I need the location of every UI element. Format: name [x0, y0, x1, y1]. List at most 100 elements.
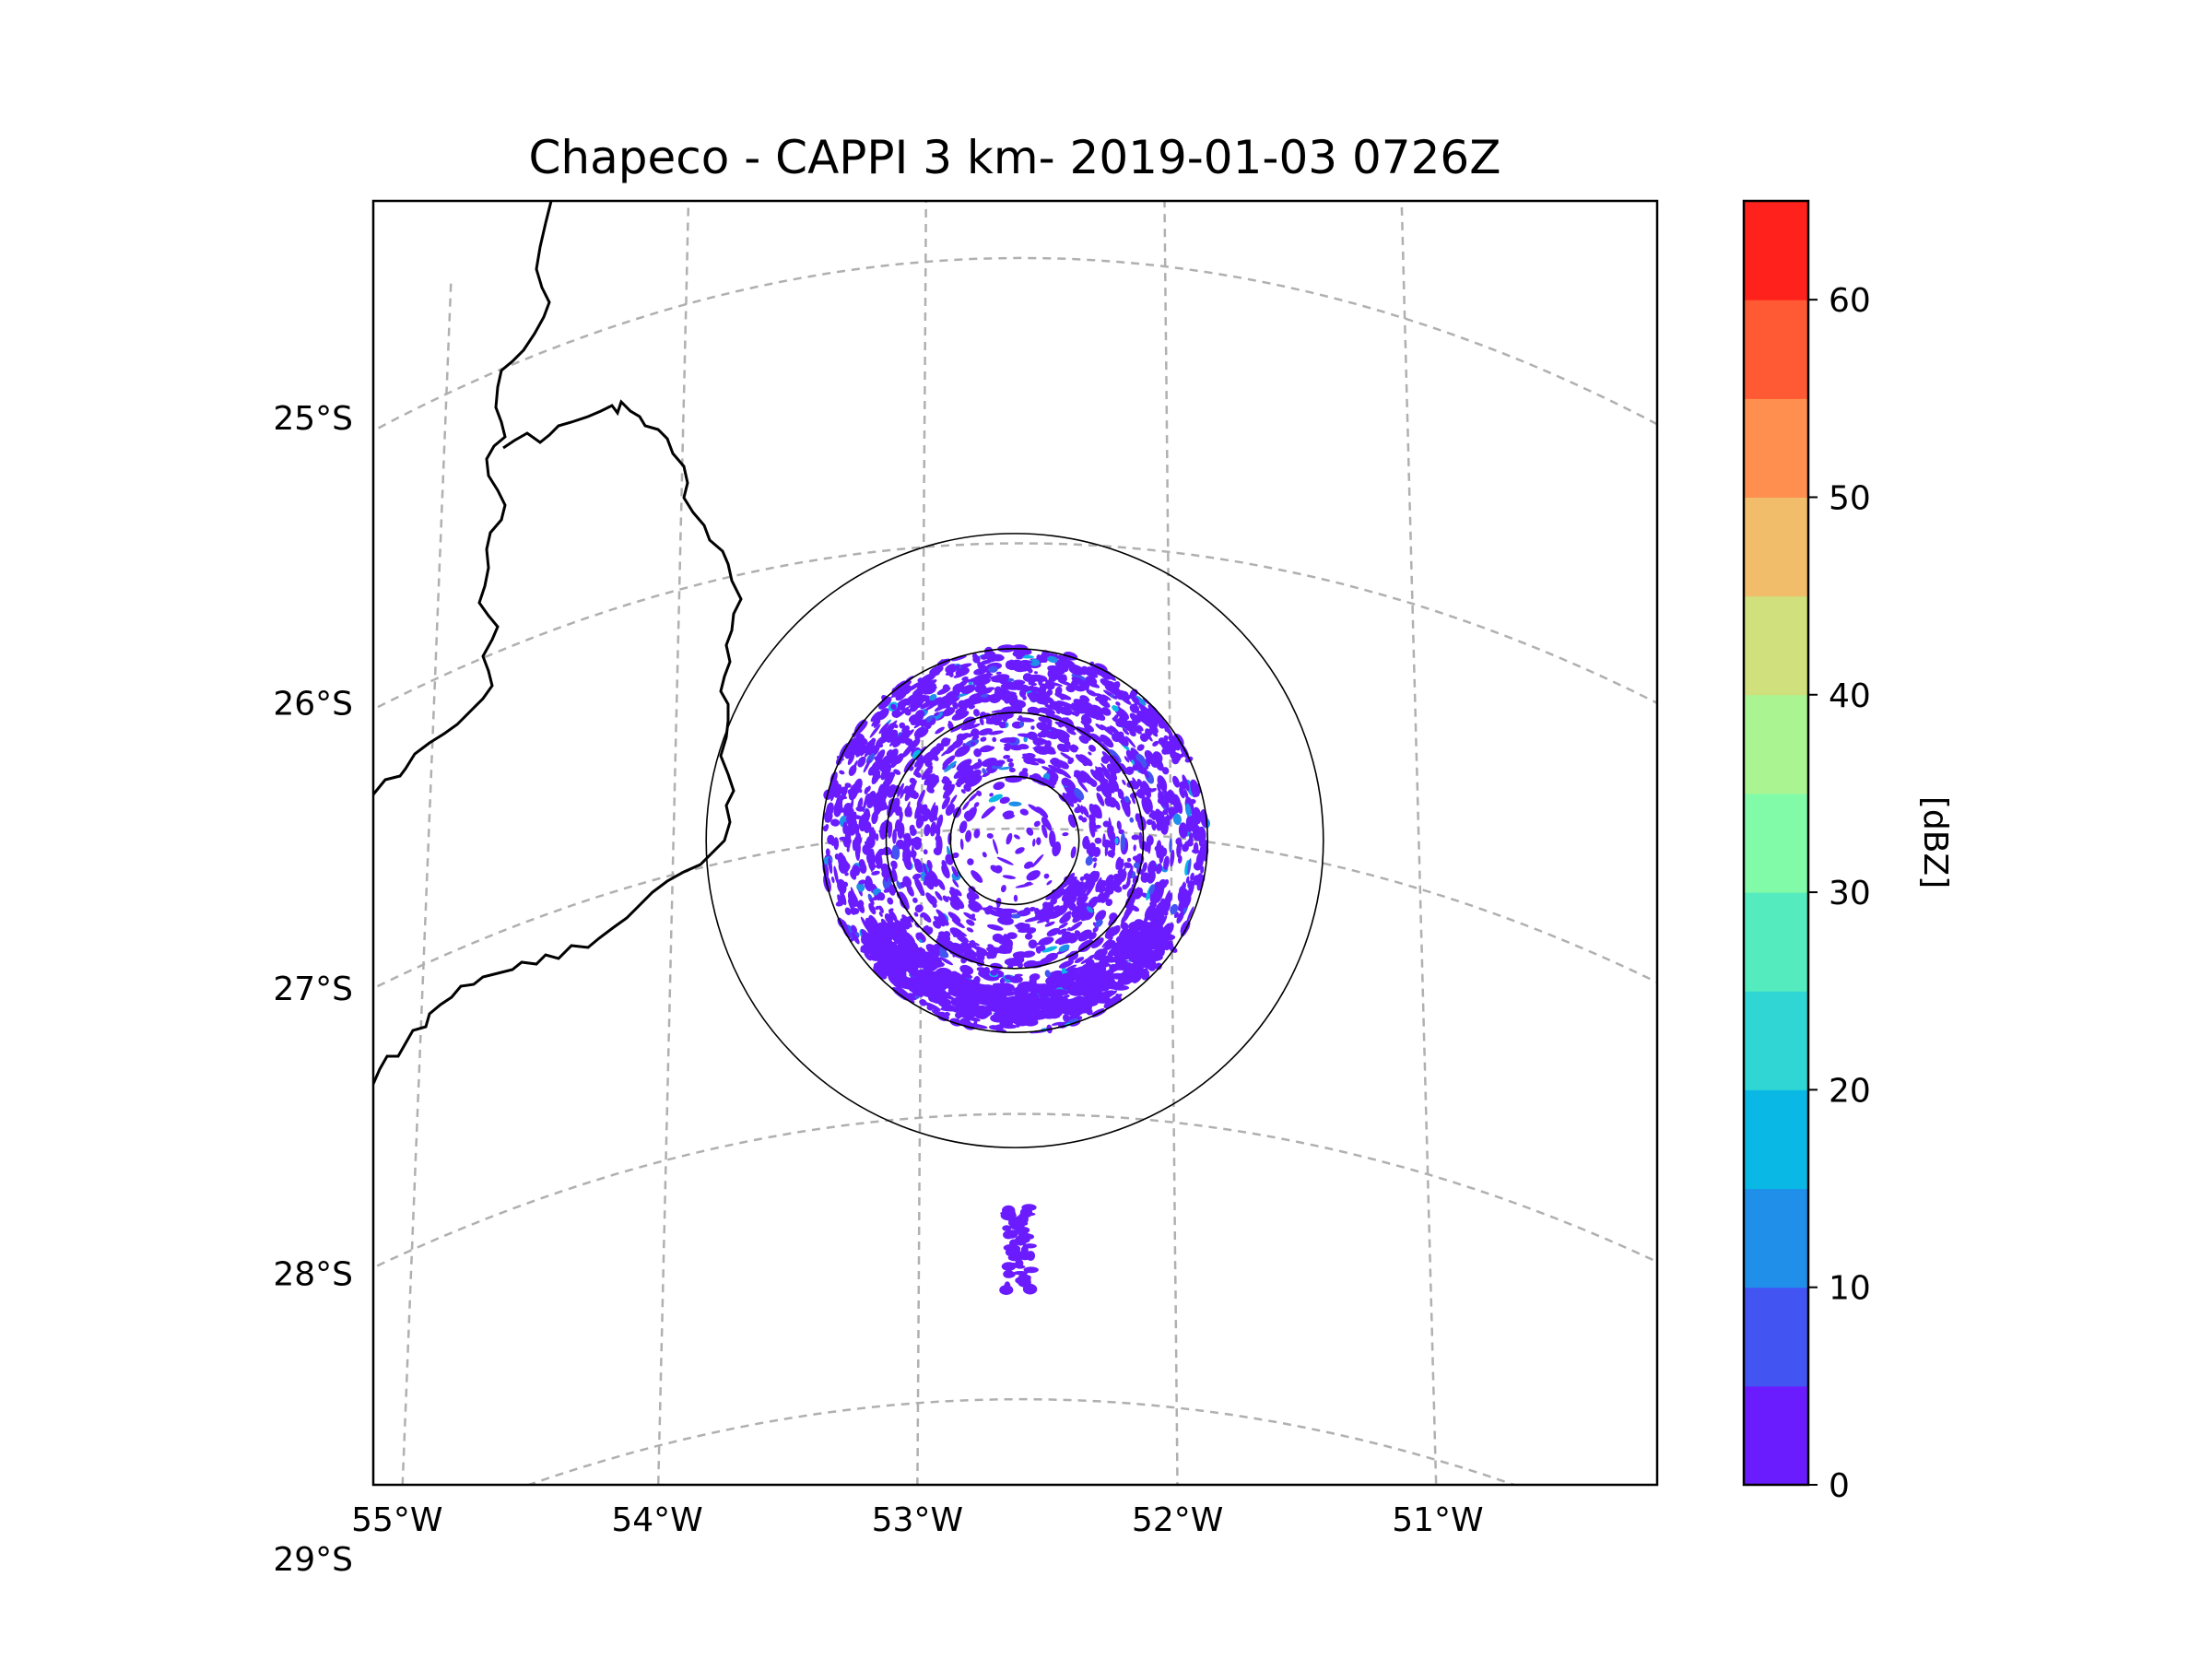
range-ring	[885, 712, 1145, 970]
echo-cell	[844, 872, 849, 877]
echo-cell	[1016, 922, 1028, 931]
colorbar-band	[1744, 497, 1808, 597]
echo-cell	[944, 760, 957, 772]
echo-cell	[1002, 713, 1008, 723]
echo-cell	[884, 912, 894, 924]
echo-cell	[926, 859, 933, 870]
echo-cell	[1187, 881, 1194, 899]
colorbar-tick-label: 20	[1829, 1072, 1871, 1110]
echo-cell	[1096, 792, 1105, 806]
echo-cell	[963, 783, 971, 793]
reflectivity-echoes	[822, 644, 1211, 1295]
echo-cell	[1023, 861, 1034, 869]
echo-cell	[919, 999, 927, 1006]
echo-cell	[1169, 742, 1178, 752]
echo-cell	[1037, 747, 1053, 753]
echo-cell	[840, 890, 847, 906]
echo-cell	[1148, 884, 1156, 895]
echo-cell	[878, 697, 892, 710]
echo-cell	[1013, 698, 1019, 704]
echo-cell	[973, 802, 980, 807]
echo-cell	[1065, 964, 1077, 971]
echo-cell	[1112, 695, 1117, 700]
echo-cell	[961, 677, 969, 681]
echo-cell	[940, 1006, 963, 1012]
echo-cell	[1077, 1016, 1083, 1020]
echo-cell	[1026, 827, 1034, 836]
echo-cell	[1112, 984, 1130, 991]
echo-cell	[957, 769, 965, 776]
echo-cell	[902, 680, 912, 688]
echo-cell	[993, 839, 998, 854]
echo-cell	[917, 682, 934, 695]
echo-cell	[907, 886, 913, 892]
echo-cell	[1080, 720, 1091, 728]
echo-cell	[971, 735, 980, 741]
echo-cell	[890, 860, 898, 868]
echo-cell	[1061, 888, 1076, 902]
echo-cell	[916, 807, 923, 823]
echo-cell	[903, 708, 912, 716]
echo-cell	[1045, 892, 1055, 900]
echo-cell	[933, 670, 940, 677]
echo-cell	[1049, 830, 1056, 848]
echo-cell	[860, 916, 870, 933]
echo-cell	[959, 820, 968, 834]
echo-cell	[987, 944, 994, 948]
echo-cell	[1088, 932, 1097, 940]
echo-cell	[1068, 988, 1079, 996]
echo-cell	[1040, 957, 1054, 964]
echo-cell	[830, 818, 841, 827]
echo-cell	[1054, 1004, 1075, 1013]
echo-cell	[1061, 933, 1077, 944]
y-axis-ticks: 25°S 26°S 27°S 28°S 29°S	[273, 400, 353, 1579]
echo-cell	[1074, 787, 1085, 801]
echo-cell	[887, 897, 894, 905]
colorbar-band	[1744, 1385, 1808, 1486]
echo-cell	[1006, 1230, 1018, 1239]
echo-cell	[1110, 771, 1118, 781]
echo-cell	[875, 905, 880, 911]
echo-cell	[945, 803, 955, 817]
echo-cell	[982, 746, 995, 753]
echo-cell	[1129, 703, 1140, 713]
echo-cell	[1071, 677, 1085, 685]
echo-cell	[1131, 796, 1135, 805]
echo-cell	[1068, 873, 1075, 881]
echo-cell	[858, 900, 865, 907]
echo-cell	[870, 711, 880, 723]
echo-cell	[1126, 887, 1135, 898]
echo-cell	[941, 737, 950, 747]
echo-cell	[1177, 855, 1182, 864]
echo-cell	[1086, 840, 1090, 854]
echo-cell	[1074, 979, 1083, 987]
echo-cell	[1133, 844, 1136, 852]
echo-cell	[1084, 709, 1096, 717]
echo-cell	[1150, 810, 1157, 820]
echo-cell	[1153, 889, 1161, 907]
echo-cell	[1083, 669, 1099, 678]
echo-cell	[892, 829, 897, 844]
echo-cell	[1009, 975, 1023, 983]
echo-cell	[856, 882, 865, 892]
echo-cell	[1167, 790, 1174, 797]
echo-cell	[965, 806, 977, 822]
echo-cell	[962, 953, 979, 963]
echo-cell	[965, 830, 972, 842]
echo-cell	[1028, 939, 1038, 949]
echo-cell	[1126, 865, 1134, 884]
echo-cell	[1107, 850, 1115, 858]
echo-cell	[972, 677, 991, 687]
echo-cell	[913, 771, 922, 778]
echo-cell	[837, 894, 843, 906]
echo-cell	[1158, 717, 1167, 727]
echo-cell	[968, 792, 979, 802]
x-axis-ticks: 55°W 54°W 53°W 52°W 51°W	[351, 1501, 1484, 1539]
echo-cell	[914, 904, 924, 913]
echo-cell	[929, 665, 944, 676]
echo-cell	[839, 807, 846, 813]
echo-cell	[936, 878, 946, 890]
echo-cell	[1088, 777, 1097, 787]
echo-cell	[942, 755, 956, 767]
echo-cell	[1100, 707, 1112, 716]
